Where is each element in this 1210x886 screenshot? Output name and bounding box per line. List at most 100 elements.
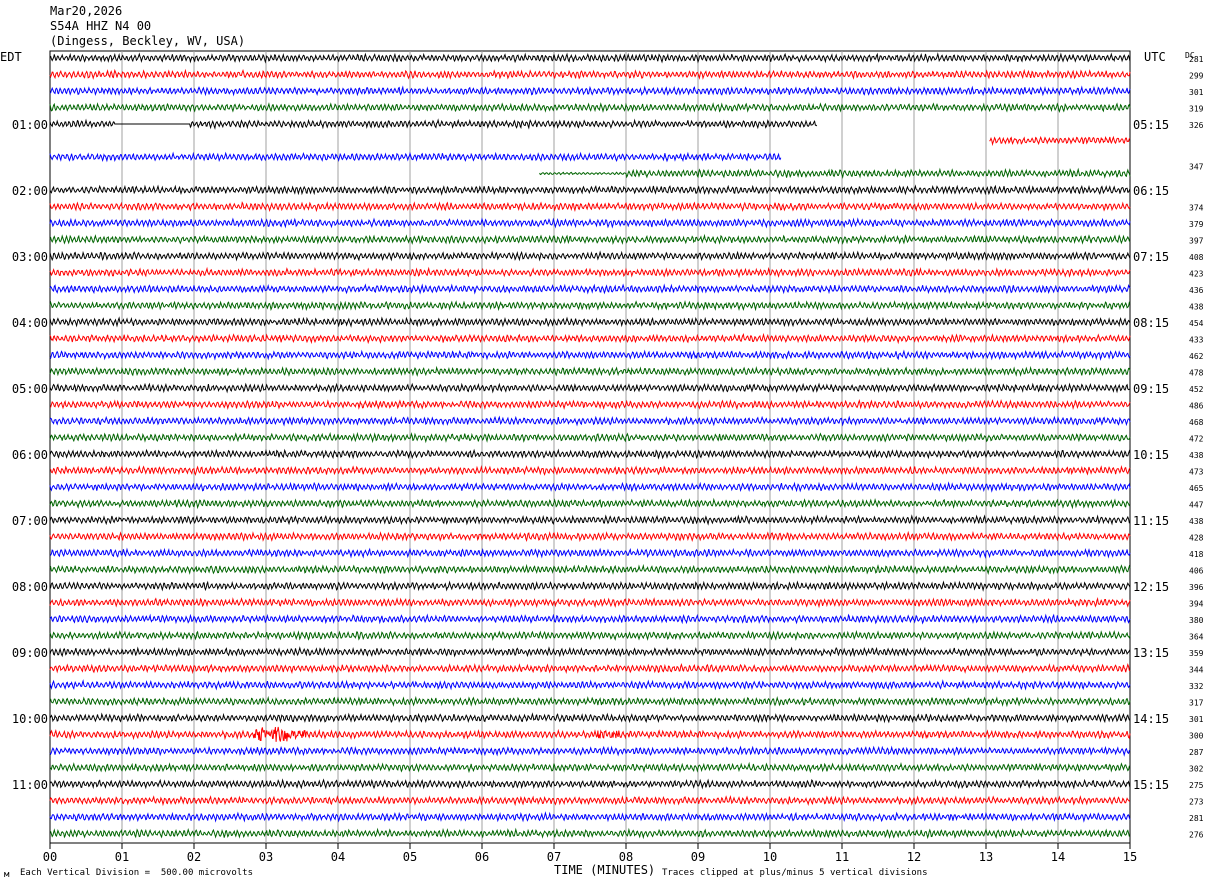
- hour-label-edt: 06:00: [12, 448, 48, 462]
- edt-label: EDT: [0, 50, 22, 64]
- seismic-trace: [49, 514, 1131, 526]
- seismic-trace: [49, 547, 1131, 559]
- seismic-trace: [49, 481, 1131, 493]
- utc-label: UTC: [1144, 50, 1166, 64]
- seismic-trace: [49, 349, 1131, 361]
- hour-label-edt: 03:00: [12, 250, 48, 264]
- seismic-trace: [49, 233, 1131, 245]
- seismic-trace: [49, 184, 1131, 196]
- dc-offset-label: 275: [1189, 781, 1204, 790]
- seismic-trace: [49, 201, 1131, 213]
- hour-label-utc: 13:15: [1133, 646, 1169, 660]
- x-tick-label: 12: [907, 850, 921, 864]
- date-label: Mar20,2026: [50, 4, 123, 18]
- hour-label-edt: 08:00: [12, 580, 48, 594]
- dc-offset-label: 473: [1189, 468, 1204, 477]
- x-tick-label: 11: [835, 850, 849, 864]
- seismic-trace: [49, 217, 1131, 229]
- hour-label-edt: 10:00: [12, 712, 48, 726]
- seismic-trace: [49, 811, 1131, 823]
- hour-label-utc: 12:15: [1133, 580, 1169, 594]
- dc-offset-label: 394: [1189, 600, 1204, 609]
- dc-offset-label: 486: [1189, 402, 1204, 411]
- location-label: (Dingess, Beckley, WV, USA): [50, 34, 246, 48]
- dc-offset-label: 281: [1189, 814, 1204, 823]
- dc-offset-label: 438: [1189, 451, 1204, 460]
- seismic-trace: [50, 827, 1131, 840]
- dc-offset-label: 418: [1189, 550, 1204, 559]
- dc-offset-label: 302: [1189, 765, 1204, 774]
- dc-offset-label: 317: [1189, 699, 1204, 708]
- hour-label-utc: 06:15: [1133, 184, 1169, 198]
- seismic-trace: [49, 448, 1131, 460]
- time-gridlines: [49, 50, 1131, 849]
- seismic-trace: [49, 726, 1131, 742]
- dc-offset-label: 374: [1189, 204, 1204, 213]
- seismic-trace: [49, 266, 1131, 279]
- dc-offset-label: 478: [1189, 369, 1204, 378]
- x-tick-label: 06: [475, 850, 489, 864]
- dc-offset-label: 299: [1189, 72, 1204, 81]
- dc-offset-label: 301: [1189, 715, 1204, 724]
- dc-offset-label: 364: [1189, 633, 1204, 642]
- x-tick-label: 15: [1123, 850, 1137, 864]
- dc-offset-label: 406: [1189, 567, 1204, 576]
- x-tick-label: 04: [331, 850, 345, 864]
- hour-label-edt: 02:00: [12, 184, 48, 198]
- seismic-trace: [49, 332, 1131, 345]
- dc-offset-label: 468: [1189, 418, 1204, 427]
- seismic-trace: [49, 415, 1131, 427]
- seismic-trace: [49, 102, 1131, 113]
- seismic-trace: [49, 563, 1131, 576]
- hour-label-edt: 05:00: [12, 382, 48, 396]
- hour-label-edt: 01:00: [12, 118, 48, 132]
- hour-label-utc: 15:15: [1133, 778, 1169, 792]
- x-tick-label: 13: [979, 850, 993, 864]
- hour-label-utc: 05:15: [1133, 118, 1169, 132]
- seismic-trace: [539, 167, 1131, 179]
- dc-offset-label: 347: [1189, 162, 1204, 171]
- seismic-trace: [49, 778, 1131, 790]
- seismic-trace: [49, 679, 1131, 691]
- seismic-trace: [49, 497, 1131, 510]
- dc-offset-label: 436: [1189, 286, 1204, 295]
- seismic-trace: [49, 695, 1131, 708]
- plot-frame: [49, 50, 1131, 844]
- seismic-trace: [49, 613, 1131, 625]
- seismic-trace: [49, 365, 1131, 377]
- dc-offset-label: 465: [1189, 484, 1204, 493]
- hour-label-utc: 09:15: [1133, 382, 1169, 396]
- time-axis-title: TIME (MINUTES): [554, 863, 656, 877]
- dc-offset-label: 276: [1189, 831, 1204, 840]
- seismic-trace: [49, 316, 1131, 328]
- x-tick-label: 09: [691, 850, 705, 864]
- seismic-trace: [49, 300, 1131, 312]
- dc-offset-label: 408: [1189, 253, 1204, 262]
- seismic-trace: [49, 745, 1131, 757]
- hour-label-edt: 04:00: [12, 316, 48, 330]
- dc-offset-label: 423: [1189, 270, 1204, 279]
- seismic-trace: [49, 283, 1131, 295]
- seismic-trace: [49, 250, 1131, 262]
- dc-offset-label: 281: [1189, 55, 1204, 64]
- hour-label-edt: 09:00: [12, 646, 48, 660]
- hour-label-utc: 14:15: [1133, 712, 1169, 726]
- hour-label-edt: 07:00: [12, 514, 48, 528]
- x-tick-label: 10: [763, 850, 777, 864]
- seismic-trace: [49, 663, 1131, 675]
- dc-offset-label: 273: [1189, 798, 1204, 807]
- seismic-trace: [49, 596, 1131, 609]
- dc-offset-label: 438: [1189, 517, 1204, 526]
- x-tick-label: 07: [547, 850, 561, 864]
- x-tick-label: 08: [619, 850, 633, 864]
- x-tick-label: 02: [187, 850, 201, 864]
- x-tick-label: 14: [1051, 850, 1065, 864]
- dc-offset-label: 319: [1189, 105, 1204, 114]
- corner-mark: м: [4, 870, 10, 880]
- dc-label: DC: [1185, 51, 1195, 60]
- dc-offset-label: 447: [1189, 501, 1204, 510]
- dc-offset-label: 452: [1189, 385, 1204, 394]
- plot-labels: 00 01 02 03 04 05 06 07 08 09 10 11 12 13 14 15 01:00 02:…: [0, 0, 1204, 864]
- dc-offset-label: 359: [1189, 649, 1204, 658]
- seismic-trace: [50, 465, 1131, 476]
